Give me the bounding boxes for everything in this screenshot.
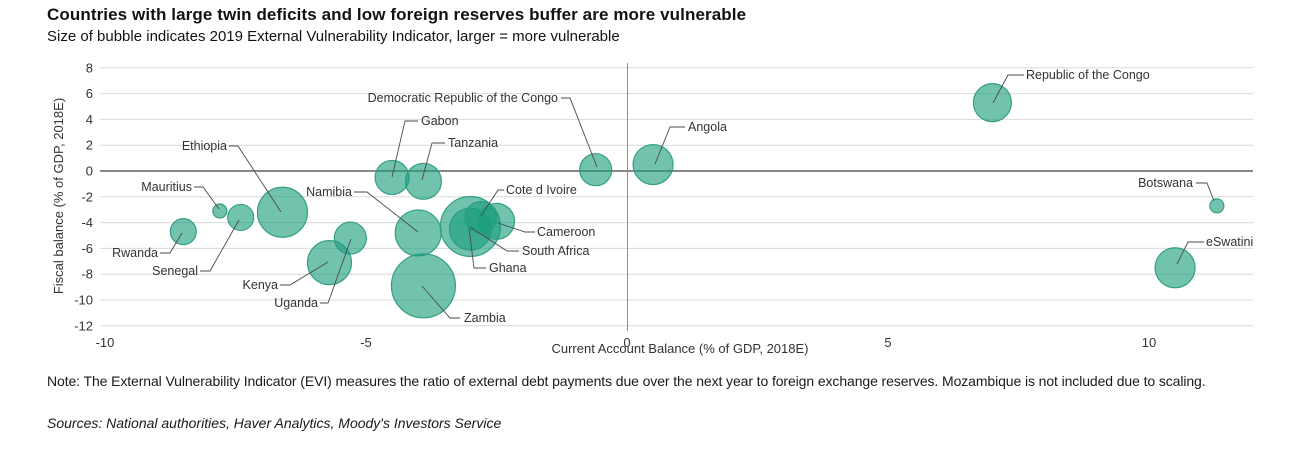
bubble-zambia: [390, 253, 457, 319]
bubble-republic-of-the-congo: [972, 83, 1013, 123]
bubble-botswana: [1209, 198, 1225, 214]
country-label-senegal: Senegal: [152, 264, 198, 278]
callout-line-tanzania: [421, 142, 445, 181]
bubble-cote-d-ivoire: [464, 200, 498, 235]
y-tick-label: -4: [81, 215, 93, 230]
callout-line-gabon: [391, 120, 418, 178]
callout-line-cote-d-ivoire: [480, 189, 504, 217]
callout-line-botswana: [1196, 182, 1215, 202]
callout-line-ghana: [468, 227, 486, 269]
callout-line-south-africa: [469, 226, 519, 252]
chart-subtitle: Size of bubble indicates 2019 External V…: [47, 28, 620, 45]
bubble-kenya: [306, 239, 353, 286]
callout-line-angola: [654, 126, 685, 165]
bubble-gabon: [374, 159, 410, 196]
country-label-ethiopia: Ethiopia: [182, 139, 227, 153]
country-label-republic-of-the-congo: Republic of the Congo: [1026, 68, 1150, 82]
x-tick-label: 10: [1142, 335, 1156, 350]
country-label-mauritius: Mauritius: [141, 180, 192, 194]
y-tick-label: -8: [81, 267, 93, 282]
bubble-ethiopia: [256, 186, 309, 238]
country-label-democratic-republic-of-the-congo: Democratic Republic of the Congo: [368, 91, 558, 105]
y-tick-label: 2: [86, 138, 93, 153]
y-tick-label: -10: [74, 293, 93, 308]
bubble-rwanda: [169, 218, 197, 246]
country-label-gabon: Gabon: [421, 114, 459, 128]
callout-line-kenya: [280, 261, 329, 286]
country-label-uganda: Uganda: [274, 296, 318, 310]
country-label-zambia: Zambia: [464, 311, 506, 325]
country-label-botswana: Botswana: [1138, 176, 1193, 190]
country-label-namibia: Namibia: [306, 185, 352, 199]
x-tick-label: -5: [360, 335, 372, 350]
callout-line-senegal: [200, 219, 240, 272]
y-tick-label: 8: [86, 60, 93, 75]
bubble-namibia: [394, 209, 442, 257]
country-label-tanzania: Tanzania: [448, 136, 498, 150]
country-label-cameroon: Cameroon: [537, 225, 595, 239]
chart-title: Countries with large twin deficits and l…: [47, 5, 747, 24]
y-tick-label: 6: [86, 86, 93, 101]
country-label-rwanda: Rwanda: [112, 246, 158, 260]
country-label-angola: Angola: [688, 120, 727, 134]
callout-line-democratic-republic-of-the-congo: [561, 97, 598, 168]
callout-line-republic-of-the-congo: [992, 74, 1024, 104]
bubble-uganda: [333, 221, 367, 255]
bubble-eswatini: [1154, 247, 1196, 289]
bubble-tanzania: [404, 162, 443, 200]
callout-line-cameroon: [497, 222, 535, 233]
bubble-mauritius: [212, 203, 228, 219]
country-label-cote-d-ivoire: Cote d Ivoire: [506, 183, 577, 197]
x-tick-label: -10: [96, 335, 115, 350]
chart-sources: Sources: National authorities, Haver Ana…: [47, 415, 502, 431]
y-axis-title: Fiscal balance (% of GDP, 2018E): [51, 98, 66, 294]
callout-line-zambia: [421, 285, 460, 319]
callout-line-mauritius: [194, 186, 220, 210]
x-axis-title: Current Account Balance (% of GDP, 2018E…: [551, 341, 808, 356]
country-label-ghana: Ghana: [489, 261, 527, 275]
callout-line-rwanda: [160, 232, 183, 254]
y-tick-label: 0: [86, 164, 93, 179]
chart-note: Note: The External Vulnerability Indicat…: [47, 373, 1206, 389]
x-tick-label: 5: [884, 335, 891, 350]
callout-line-uganda: [320, 238, 352, 304]
bubble-angola: [632, 143, 674, 186]
y-tick-label: 4: [86, 112, 93, 127]
country-label-eswatini: eSwatini: [1206, 235, 1253, 249]
bubble-senegal: [227, 203, 255, 232]
callout-line-namibia: [354, 191, 419, 233]
callout-line-eswatini: [1176, 241, 1204, 265]
y-tick-label: -6: [81, 241, 93, 256]
bubble-democratic-republic-of-the-congo: [579, 153, 613, 187]
y-tick-label: -12: [74, 318, 93, 333]
y-tick-label: -2: [81, 189, 93, 204]
x-tick-label: 0: [623, 335, 630, 350]
country-label-kenya: Kenya: [243, 278, 278, 292]
callout-line-ethiopia: [229, 145, 282, 213]
country-label-south-africa: South Africa: [522, 244, 589, 258]
